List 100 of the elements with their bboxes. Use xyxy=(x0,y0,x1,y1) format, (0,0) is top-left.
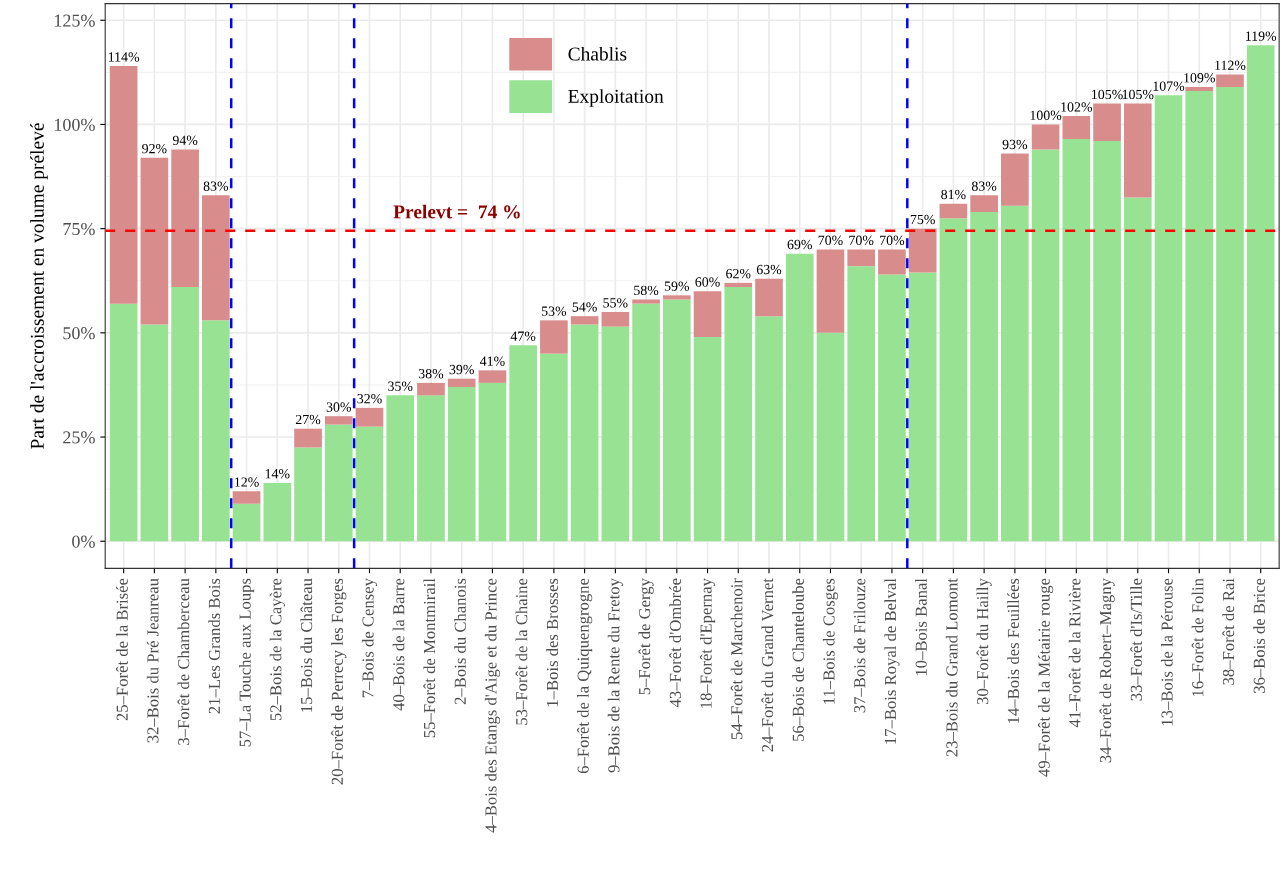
total-label: 119% xyxy=(1245,31,1277,41)
bar xyxy=(816,332,845,542)
bar xyxy=(1093,141,1121,542)
bar xyxy=(355,426,384,542)
total-label: 69% xyxy=(787,239,812,250)
x-tick-label: 20–Forêt de Perrecy les Forges xyxy=(331,578,347,785)
y-tick-label: 0% xyxy=(72,535,95,548)
bar xyxy=(478,382,507,542)
total-label: 100% xyxy=(1030,110,1062,121)
x-tick-label: 6–Forêt de la Quiquengrogne xyxy=(577,578,593,774)
total-label: 12% xyxy=(235,477,259,487)
total-label: 102% xyxy=(1061,102,1093,112)
total-label: 105% xyxy=(1122,89,1154,100)
bar xyxy=(1216,74,1244,87)
x-tick-label: 2–Bois du Chanois xyxy=(454,578,466,705)
y-axis-title: Part de l'accroissement en volume prélevé xyxy=(30,123,48,449)
bar xyxy=(324,416,353,425)
total-label: 105% xyxy=(1092,89,1123,100)
x-tick-label: 36–Bois de Brice xyxy=(1253,578,1265,693)
bar xyxy=(570,324,599,542)
x-tick-label: 25–Forêt de la Brisée xyxy=(116,578,128,721)
total-label: 70% xyxy=(849,235,874,246)
bar xyxy=(847,249,876,267)
total-label: 59% xyxy=(664,281,690,291)
total-label: 83% xyxy=(203,181,229,191)
total-label: 58% xyxy=(634,285,659,296)
total-label: 83% xyxy=(971,181,997,191)
bar xyxy=(1185,91,1214,542)
x-tick-label: 11–Bois de Cosges xyxy=(822,578,839,704)
bar xyxy=(970,211,998,542)
ref-line-label: Prelevt = 74 % xyxy=(393,204,520,219)
bar xyxy=(417,382,445,396)
x-tick-label: 13–Bois de la Pérouse xyxy=(1160,578,1173,726)
x-tick-label: 43–Forêt d'Ombrée xyxy=(669,578,681,708)
y-tick-label: 100% xyxy=(54,118,95,131)
bar xyxy=(1001,153,1029,206)
total-label: 30% xyxy=(326,402,352,412)
total-label: 27% xyxy=(295,414,321,425)
bar xyxy=(1031,124,1060,150)
total-label: 109% xyxy=(1184,73,1215,83)
bar xyxy=(1001,205,1029,542)
bar xyxy=(263,482,292,542)
legend-label: Exploitation xyxy=(568,89,664,107)
bar xyxy=(1062,116,1091,140)
total-label: 14% xyxy=(265,469,290,479)
bar xyxy=(878,274,906,542)
bar xyxy=(509,345,537,542)
total-label: 32% xyxy=(357,394,382,404)
y-tick-label: 25% xyxy=(63,431,95,444)
total-label: 107% xyxy=(1153,81,1185,91)
total-label: 55% xyxy=(603,298,628,308)
bar xyxy=(109,303,138,542)
bar xyxy=(294,428,322,448)
legend-label: Chablis xyxy=(568,46,627,61)
total-label: 35% xyxy=(388,381,413,391)
bar xyxy=(601,312,630,327)
total-label: 39% xyxy=(449,364,474,375)
total-label: 63% xyxy=(756,264,782,275)
bar xyxy=(816,249,845,333)
bar xyxy=(447,387,476,542)
total-label: 54% xyxy=(572,302,597,312)
x-tick-label: 33–Forêt d'Is/Tille xyxy=(1130,578,1142,701)
total-label: 47% xyxy=(510,331,536,341)
bar xyxy=(1031,149,1060,542)
bar xyxy=(662,295,691,300)
total-label: 41% xyxy=(479,356,505,366)
bar xyxy=(1216,86,1244,542)
total-label: 92% xyxy=(142,143,167,154)
bar xyxy=(540,320,568,354)
x-tick-label: 4–Bois des Etangs d'Aige et du Prince xyxy=(484,578,500,833)
x-tick-label: 53–Forêt de la Chaine xyxy=(515,578,528,725)
bar xyxy=(878,249,906,275)
x-tick-label: 34–Forêt de Robert–Magny xyxy=(1099,578,1115,763)
bar xyxy=(1185,86,1214,92)
x-tick-label: 10–Bois Banal xyxy=(915,578,927,676)
x-tick-label: 15–Bois du Château xyxy=(300,578,313,712)
total-label: 81% xyxy=(941,189,966,200)
total-label: 114% xyxy=(108,52,140,62)
bar xyxy=(970,195,998,212)
bar xyxy=(202,195,230,321)
x-tick-label: 55–Forêt de Montmirail xyxy=(423,578,436,738)
x-tick-label: 54–Forêt de Marchenoir xyxy=(730,578,743,740)
bar xyxy=(1093,103,1121,142)
bar xyxy=(1246,45,1275,542)
bar xyxy=(1062,139,1091,542)
bar xyxy=(1123,197,1152,542)
total-label: 53% xyxy=(541,306,567,316)
bar xyxy=(662,299,691,542)
x-tick-label: 56–Bois de Chanteloube xyxy=(792,578,804,741)
total-label: 60% xyxy=(695,277,720,287)
total-label: 75% xyxy=(910,214,935,225)
bar xyxy=(109,66,138,304)
bar xyxy=(355,407,384,427)
x-tick-label: 41–Forêt de la Rivière xyxy=(1068,578,1081,728)
bar xyxy=(171,149,199,287)
total-label: 94% xyxy=(172,135,198,146)
total-label: 70% xyxy=(818,235,843,246)
x-tick-label: 17–Bois Royal de Belval xyxy=(884,578,900,744)
bar xyxy=(324,424,353,542)
bar xyxy=(847,266,876,542)
